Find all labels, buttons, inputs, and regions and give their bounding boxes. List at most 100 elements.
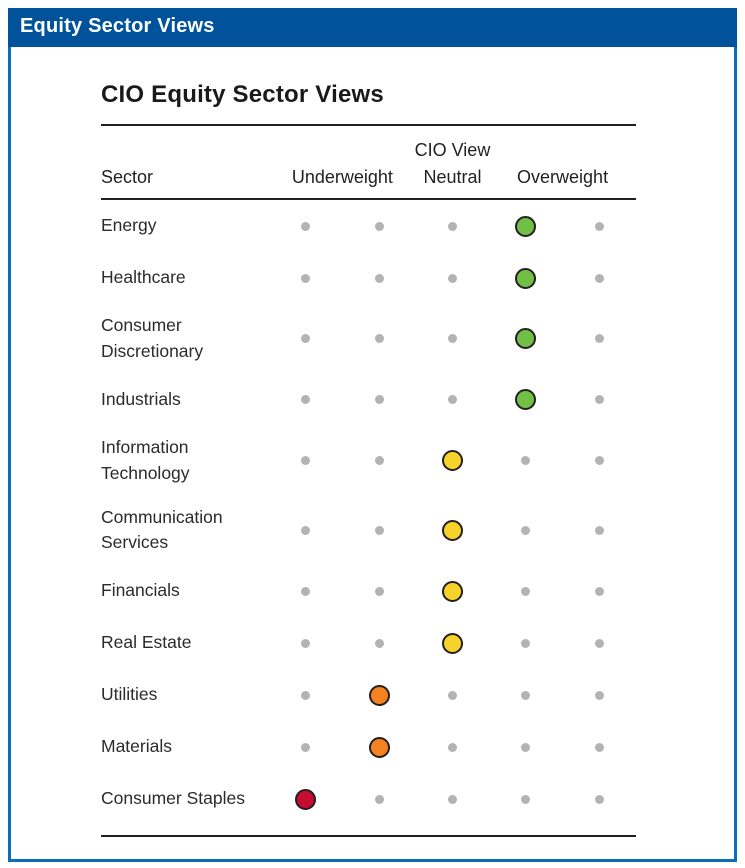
rating-cell [563, 221, 636, 231]
rating-cell [489, 215, 562, 237]
scale-dot [374, 525, 384, 535]
rating-cell [416, 519, 489, 541]
scale-dot [374, 334, 384, 344]
rating-cell [269, 788, 342, 810]
view-dot-active [441, 580, 463, 602]
scale-dot [594, 525, 604, 535]
rating-cell [489, 638, 562, 648]
table-row: Industrials [101, 374, 636, 426]
scale-dot [447, 395, 457, 405]
rating-cell [342, 794, 415, 804]
scale-dot [594, 395, 604, 405]
rating-cell [416, 450, 489, 472]
table-title: CIO Equity Sector Views [101, 81, 384, 108]
rating-cell [416, 632, 489, 654]
scale-dot [301, 690, 311, 700]
table-row: Financials [101, 565, 636, 617]
rating-cell [489, 267, 562, 289]
scale-dot [447, 221, 457, 231]
rating-cell [342, 638, 415, 648]
scale-dot [301, 525, 311, 535]
scale-dot [374, 221, 384, 231]
scale-dot [594, 586, 604, 596]
column-header-row: Sector Underweight Neutral Overweight [101, 163, 636, 198]
rating-cell [269, 334, 342, 344]
rating-cell [563, 456, 636, 466]
rating-cell [489, 586, 562, 596]
sector-name: Materials [101, 736, 172, 757]
view-dot-active [515, 328, 537, 350]
table-row: Energy [101, 200, 636, 252]
scale-dot [594, 221, 604, 231]
rating-cell [563, 690, 636, 700]
table-row: Communication Services [101, 496, 636, 566]
rating-cell [563, 638, 636, 648]
scale-dot [301, 638, 311, 648]
view-dot-active [515, 215, 537, 237]
table-row: Consumer Staples [101, 773, 636, 825]
rating-cell [489, 525, 562, 535]
rule-header [101, 198, 636, 200]
rating-cell [489, 456, 562, 466]
rating-cell [489, 690, 562, 700]
scale-dot [374, 273, 384, 283]
rating-cell [269, 525, 342, 535]
rating-cell [342, 586, 415, 596]
table-row: Utilities [101, 669, 636, 721]
scale-dot [594, 638, 604, 648]
rating-cell [269, 690, 342, 700]
rating-cell [269, 638, 342, 648]
scale-dot [301, 334, 311, 344]
panel-content: CIO Equity Sector Views CIO View Sector … [11, 47, 734, 859]
rating-cell [416, 395, 489, 405]
rating-cell [342, 525, 415, 535]
view-dot-active [441, 450, 463, 472]
sector-name: Healthcare [101, 267, 186, 288]
rating-cell [342, 684, 415, 706]
scale-dot [594, 456, 604, 466]
rating-cell [489, 742, 562, 752]
rating-cell [416, 580, 489, 602]
scale-dot [301, 456, 311, 466]
table-row: Consumer Discretionary [101, 304, 636, 374]
sector-name: Industrials [101, 388, 181, 409]
scale-dot [521, 586, 531, 596]
scale-dot [521, 456, 531, 466]
scale-dot [521, 525, 531, 535]
rating-cell [269, 456, 342, 466]
sector-name: Energy [101, 215, 157, 236]
rating-cell [416, 690, 489, 700]
scale-dot [521, 638, 531, 648]
rating-cell [342, 395, 415, 405]
cio-view-group-header: CIO View [414, 140, 491, 160]
sector-name: Consumer Staples [101, 788, 245, 809]
group-header-row: CIO View [101, 126, 636, 163]
rating-cell [416, 742, 489, 752]
scale-dot [447, 273, 457, 283]
scale-dot [447, 742, 457, 752]
scale-dot [374, 395, 384, 405]
rating-cell [563, 525, 636, 535]
scale-dot [301, 742, 311, 752]
scale-dot [447, 334, 457, 344]
table-row: Real Estate [101, 617, 636, 669]
column-header-overweight: Overweight [517, 167, 609, 187]
scale-dot [374, 586, 384, 596]
sector-name: Consumer Discretionary [101, 315, 204, 361]
rating-cell [563, 395, 636, 405]
rating-cell [563, 742, 636, 752]
rating-cell [563, 586, 636, 596]
sector-views-table: CIO Equity Sector Views CIO View Sector … [101, 81, 636, 838]
scale-dot [301, 586, 311, 596]
rating-cell [342, 334, 415, 344]
column-header-sector: Sector [101, 167, 154, 187]
scale-dot [594, 334, 604, 344]
scale-dot [301, 221, 311, 231]
rating-cell [416, 221, 489, 231]
sector-name: Utilities [101, 684, 158, 705]
scale-dot [594, 742, 604, 752]
sector-name: Real Estate [101, 632, 192, 653]
rating-cell [269, 221, 342, 231]
scale-dot [447, 690, 457, 700]
scale-dot [521, 742, 531, 752]
